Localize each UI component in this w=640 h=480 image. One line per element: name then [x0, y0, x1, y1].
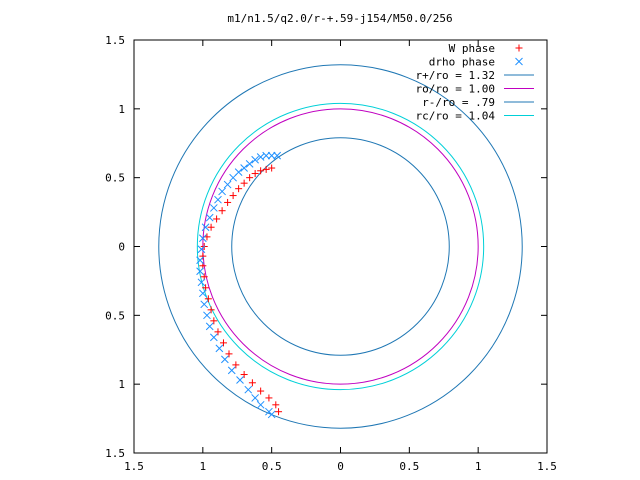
x-tick-label-1: 1 — [200, 460, 207, 473]
legend-label-5: rc/ro = 1.04 — [416, 110, 496, 123]
series-1-point-0 — [273, 151, 282, 160]
series-1-point-4 — [251, 155, 260, 164]
series-0-point-1 — [262, 165, 270, 173]
legend-label-2: r+/ro = 1.32 — [416, 69, 495, 82]
series-0-point-4 — [246, 174, 254, 182]
series-0-point-27 — [257, 387, 265, 395]
y-tick-label-5: 1 — [118, 103, 125, 116]
y-tick-label-3: 0 — [118, 241, 125, 254]
y-tick-label-6: 1.5 — [105, 34, 125, 47]
series-0-point-2 — [257, 167, 265, 175]
series-1-point-22 — [203, 311, 211, 320]
legend-swatch-1 — [515, 57, 523, 66]
series-1-point-12 — [209, 204, 218, 212]
y-tick-label-0: 1.5 — [105, 447, 125, 460]
reference-circles — [158, 64, 523, 429]
circle-0 — [158, 64, 523, 429]
series-0-point-6 — [235, 185, 243, 193]
series-1-point-16 — [197, 245, 206, 254]
series-0-point-23 — [225, 350, 233, 358]
series-0-point-18 — [204, 295, 212, 303]
series-0-point-14 — [199, 252, 207, 260]
legend-label-1: drho phase — [429, 56, 495, 69]
series-0-point-30 — [275, 408, 283, 416]
series-1-point-15 — [198, 234, 207, 243]
series-0-point-8 — [224, 198, 232, 206]
series-0-point-22 — [219, 339, 227, 347]
series-1-point-2 — [262, 151, 271, 160]
series-1-point-14 — [201, 223, 210, 232]
series-1-point-6 — [240, 164, 248, 172]
series-0-point-20 — [210, 317, 218, 325]
legend-label-0: W phase — [449, 42, 495, 55]
series-1-point-10 — [218, 187, 226, 196]
series-0-point-0 — [268, 164, 276, 172]
series-0-point-28 — [265, 394, 273, 402]
series-1-point-29 — [244, 385, 253, 394]
series-1-point-19 — [197, 278, 206, 287]
series-1-point-30 — [251, 394, 260, 402]
series-1-point-17 — [196, 256, 204, 265]
data-points — [196, 151, 283, 419]
circle-1 — [202, 108, 479, 385]
series-0-point-25 — [240, 371, 248, 379]
chart-title: m1/n1.5/q2.0/r-+.59-j154/M50.0/256 — [227, 12, 452, 25]
legend-label-4: r-/ro = .79 — [422, 96, 495, 109]
series-1-point-18 — [196, 267, 204, 276]
series-1-point-8 — [229, 173, 237, 182]
x-tick-label-5: 1 — [475, 460, 482, 473]
series-1-point-13 — [205, 213, 214, 222]
series-0-point-10 — [213, 215, 221, 223]
series-0-point-19 — [207, 306, 215, 314]
series-0-point-9 — [218, 207, 226, 215]
series-1-point-33 — [267, 410, 276, 419]
legend-label-3: ro/ro = 1.00 — [416, 83, 495, 96]
x-tick-label-4: 0.5 — [399, 460, 419, 473]
series-0-point-7 — [229, 192, 237, 200]
x-tick-label-0: 1.5 — [124, 460, 144, 473]
series-1-point-11 — [214, 195, 222, 204]
series-0-point-24 — [232, 361, 240, 369]
series-0-point-21 — [214, 328, 222, 336]
x-tick-label-2: 0.5 — [262, 460, 282, 473]
circle-3 — [196, 102, 485, 391]
x-tick-label-6: 1.5 — [537, 460, 557, 473]
series-1-point-3 — [256, 153, 265, 161]
series-1-point-9 — [223, 180, 232, 189]
x-tick-label-3: 0 — [337, 460, 344, 473]
series-1-point-26 — [221, 355, 229, 364]
axis-ticks: 1.5 1 0.5 0 0.5 1 1.51.510.500.511.5 — [105, 34, 557, 473]
series-0-point-26 — [248, 379, 256, 387]
series-1-point-5 — [245, 160, 254, 168]
series-1-point-20 — [198, 289, 207, 298]
series-0-point-3 — [251, 170, 259, 178]
y-tick-label-4: 0.5 — [105, 172, 125, 185]
series-0-point-29 — [272, 401, 280, 409]
series-1-point-23 — [205, 322, 214, 331]
series-1-point-31 — [256, 400, 265, 409]
y-tick-label-2: 0.5 — [105, 309, 125, 322]
series-0-point-11 — [207, 223, 215, 231]
series-1-point-24 — [209, 333, 218, 342]
y-tick-label-1: 1 — [118, 378, 125, 391]
legend-swatch-0 — [515, 44, 523, 52]
series-1-point-1 — [267, 151, 276, 160]
series-1-point-28 — [236, 376, 244, 384]
series-0-point-5 — [240, 179, 248, 187]
series-1-point-21 — [200, 300, 209, 309]
series-1-point-27 — [227, 366, 236, 375]
circle-2 — [231, 137, 450, 356]
series-1-point-25 — [215, 344, 224, 353]
